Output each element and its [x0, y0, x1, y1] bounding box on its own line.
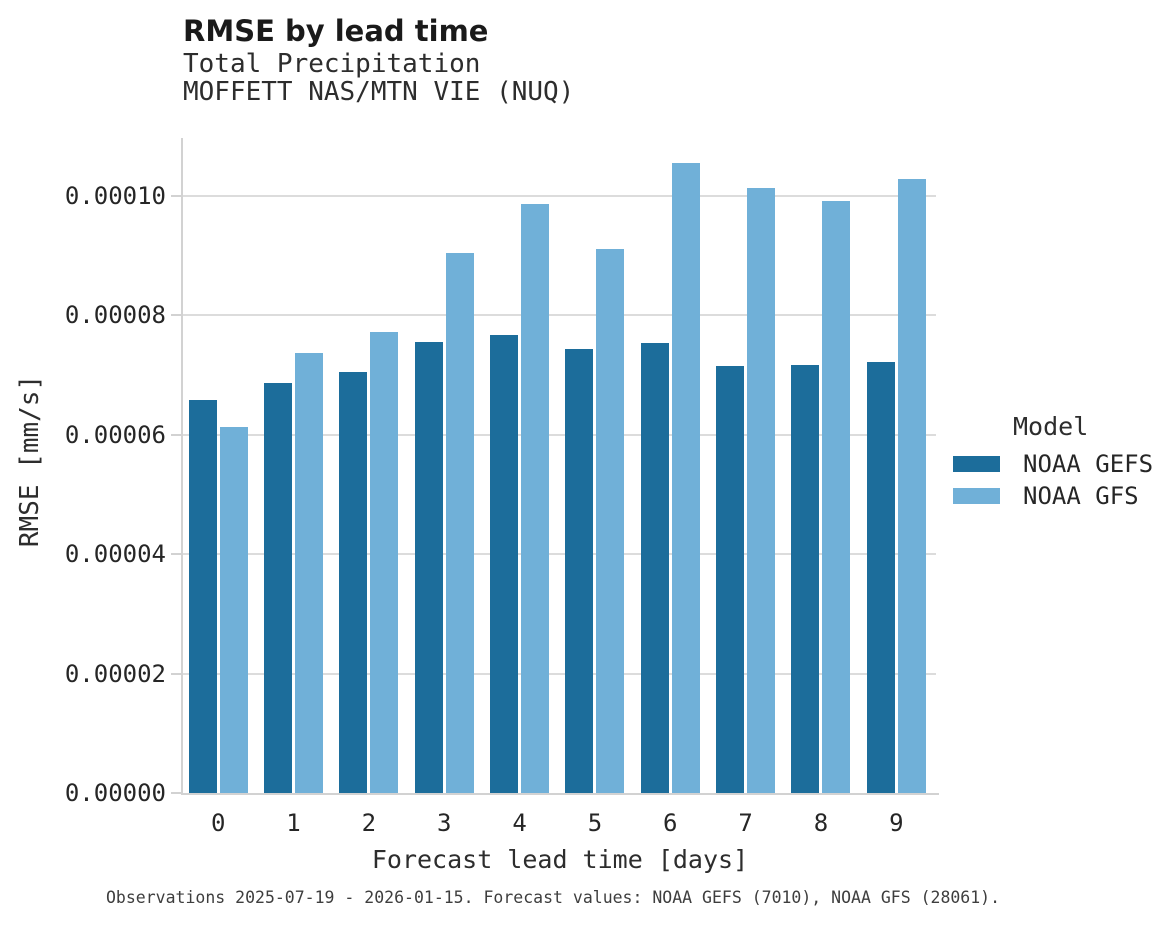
bar-noaa-gefs-lead8	[791, 365, 820, 793]
bar-noaa-gfs-lead4	[521, 204, 550, 793]
x-axis-title: Forecast lead time [days]	[371, 845, 749, 874]
bar-noaa-gfs-lead3	[445, 253, 474, 793]
bar-noaa-gefs-lead6	[640, 343, 669, 793]
bar-noaa-gfs-lead7	[747, 188, 776, 793]
bar-noaa-gfs-lead6	[671, 163, 700, 793]
legend-swatch-noaa-gfs	[953, 488, 1000, 504]
legend-label-noaa-gefs: NOAA GEFS	[1023, 450, 1154, 478]
gridline-0.00006	[183, 433, 936, 436]
legend-title: Model	[1013, 412, 1089, 441]
y-tick-mark	[171, 672, 182, 675]
gridline-0.00008	[183, 314, 936, 316]
bar-noaa-gfs-lead9	[897, 179, 926, 793]
y-tick-label: 0.00000	[64, 779, 166, 807]
y-tick-mark	[171, 314, 182, 316]
x-tick-label-3: 3	[436, 809, 452, 837]
y-tick-label: 0.00010	[64, 181, 166, 210]
bar-noaa-gefs-lead2	[339, 372, 368, 793]
bar-noaa-gfs-lead1	[295, 353, 324, 793]
bar-noaa-gfs-lead0	[219, 427, 248, 793]
y-tick-label: 0.00006	[64, 420, 166, 449]
bar-noaa-gfs-lead2	[370, 332, 399, 793]
x-axis-line	[181, 793, 939, 795]
y-tick-mark	[171, 433, 182, 436]
legend-entry-noaa-gfs: NOAA GFS	[953, 482, 1139, 510]
chart-subtitle-station: MOFFETT NAS/MTN VIE (NUQ)	[183, 77, 575, 107]
footnote-text: Observations 2025-07-19 - 2026-01-15. Fo…	[106, 888, 1001, 907]
x-tick-label-6: 6	[663, 809, 678, 837]
legend-swatch-noaa-gefs	[953, 456, 1000, 472]
chart-subtitle-variable: Total Precipitation	[183, 49, 481, 79]
y-tick-label: 0.00002	[64, 659, 166, 688]
bar-noaa-gefs-lead0	[188, 400, 217, 793]
y-axis-line	[181, 138, 183, 795]
chart-title: RMSE by lead time	[183, 14, 489, 48]
x-tick-label-9: 9	[889, 809, 904, 837]
x-tick-label-7: 7	[738, 809, 753, 837]
x-tick-label-5: 5	[587, 809, 603, 837]
y-tick-mark	[171, 792, 182, 794]
y-tick-label: 0.00004	[64, 540, 166, 568]
x-tick-label-4: 4	[512, 809, 527, 837]
legend-label-noaa-gfs: NOAA GFS	[1023, 482, 1139, 510]
y-axis-title: RMSE [mm/s]	[15, 374, 45, 548]
x-tick-label-8: 8	[813, 809, 829, 837]
x-tick-label-1: 1	[286, 809, 301, 837]
x-tick-label-0: 0	[210, 809, 226, 837]
bar-noaa-gefs-lead4	[490, 335, 519, 793]
bar-noaa-gefs-lead5	[565, 349, 594, 793]
legend: Model NOAA GEFS NOAA GFS	[953, 412, 1168, 510]
bar-noaa-gefs-lead9	[866, 362, 895, 793]
x-tick-label-2: 2	[361, 809, 377, 837]
bar-noaa-gefs-lead7	[716, 366, 745, 793]
y-tick-mark	[171, 194, 182, 197]
bar-noaa-gefs-lead3	[414, 342, 443, 793]
legend-entry-noaa-gefs: NOAA GEFS	[953, 450, 1153, 478]
y-tick-mark	[171, 553, 182, 555]
gridline-0.00010	[183, 194, 936, 197]
y-tick-label: 0.00008	[64, 301, 166, 329]
bar-noaa-gefs-lead1	[264, 383, 293, 793]
bar-noaa-gfs-lead5	[596, 249, 625, 793]
gridline-0.00004	[183, 553, 936, 555]
gridline-0.00002	[183, 672, 936, 675]
bar-noaa-gfs-lead8	[822, 201, 851, 793]
